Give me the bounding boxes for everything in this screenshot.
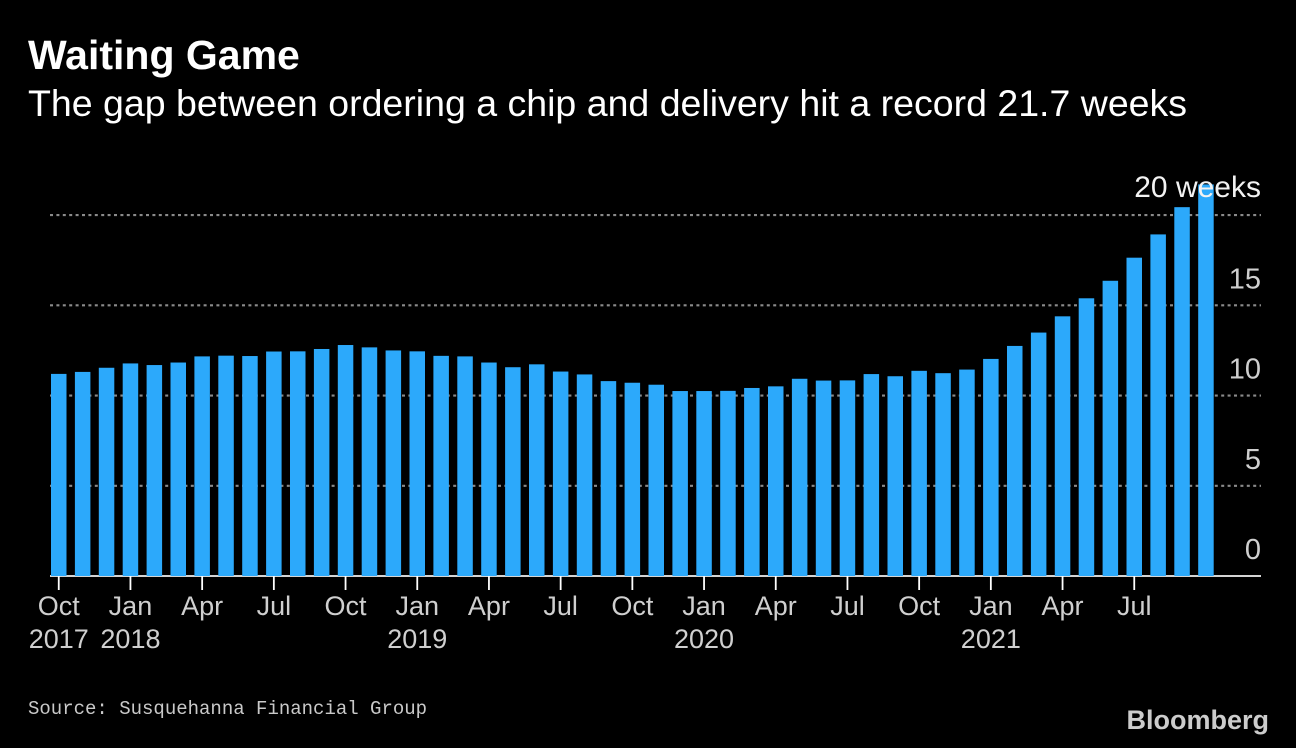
svg-text:Jan: Jan <box>969 591 1013 621</box>
svg-text:Apr: Apr <box>181 591 223 621</box>
svg-text:Jul: Jul <box>543 591 578 621</box>
svg-text:Jul: Jul <box>257 591 292 621</box>
svg-text:Apr: Apr <box>1042 591 1084 621</box>
svg-text:2021: 2021 <box>961 624 1021 654</box>
svg-text:Oct: Oct <box>325 591 368 621</box>
svg-text:2017: 2017 <box>29 624 89 654</box>
svg-text:Oct: Oct <box>38 591 81 621</box>
svg-text:15: 15 <box>1229 263 1261 295</box>
svg-text:20 weeks: 20 weeks <box>1134 171 1261 204</box>
svg-text:2018: 2018 <box>100 624 160 654</box>
svg-text:Apr: Apr <box>755 591 797 621</box>
svg-text:Jan: Jan <box>109 591 153 621</box>
svg-text:Jan: Jan <box>682 591 726 621</box>
svg-text:2019: 2019 <box>387 624 447 654</box>
svg-text:2020: 2020 <box>674 624 734 654</box>
svg-text:Oct: Oct <box>611 591 654 621</box>
svg-text:Apr: Apr <box>468 591 510 621</box>
svg-text:0: 0 <box>1245 534 1261 566</box>
svg-text:Oct: Oct <box>898 591 941 621</box>
svg-text:Jan: Jan <box>395 591 439 621</box>
svg-text:10: 10 <box>1229 354 1261 386</box>
svg-text:5: 5 <box>1245 444 1261 476</box>
svg-text:Jul: Jul <box>1117 591 1152 621</box>
svg-text:Jul: Jul <box>830 591 865 621</box>
